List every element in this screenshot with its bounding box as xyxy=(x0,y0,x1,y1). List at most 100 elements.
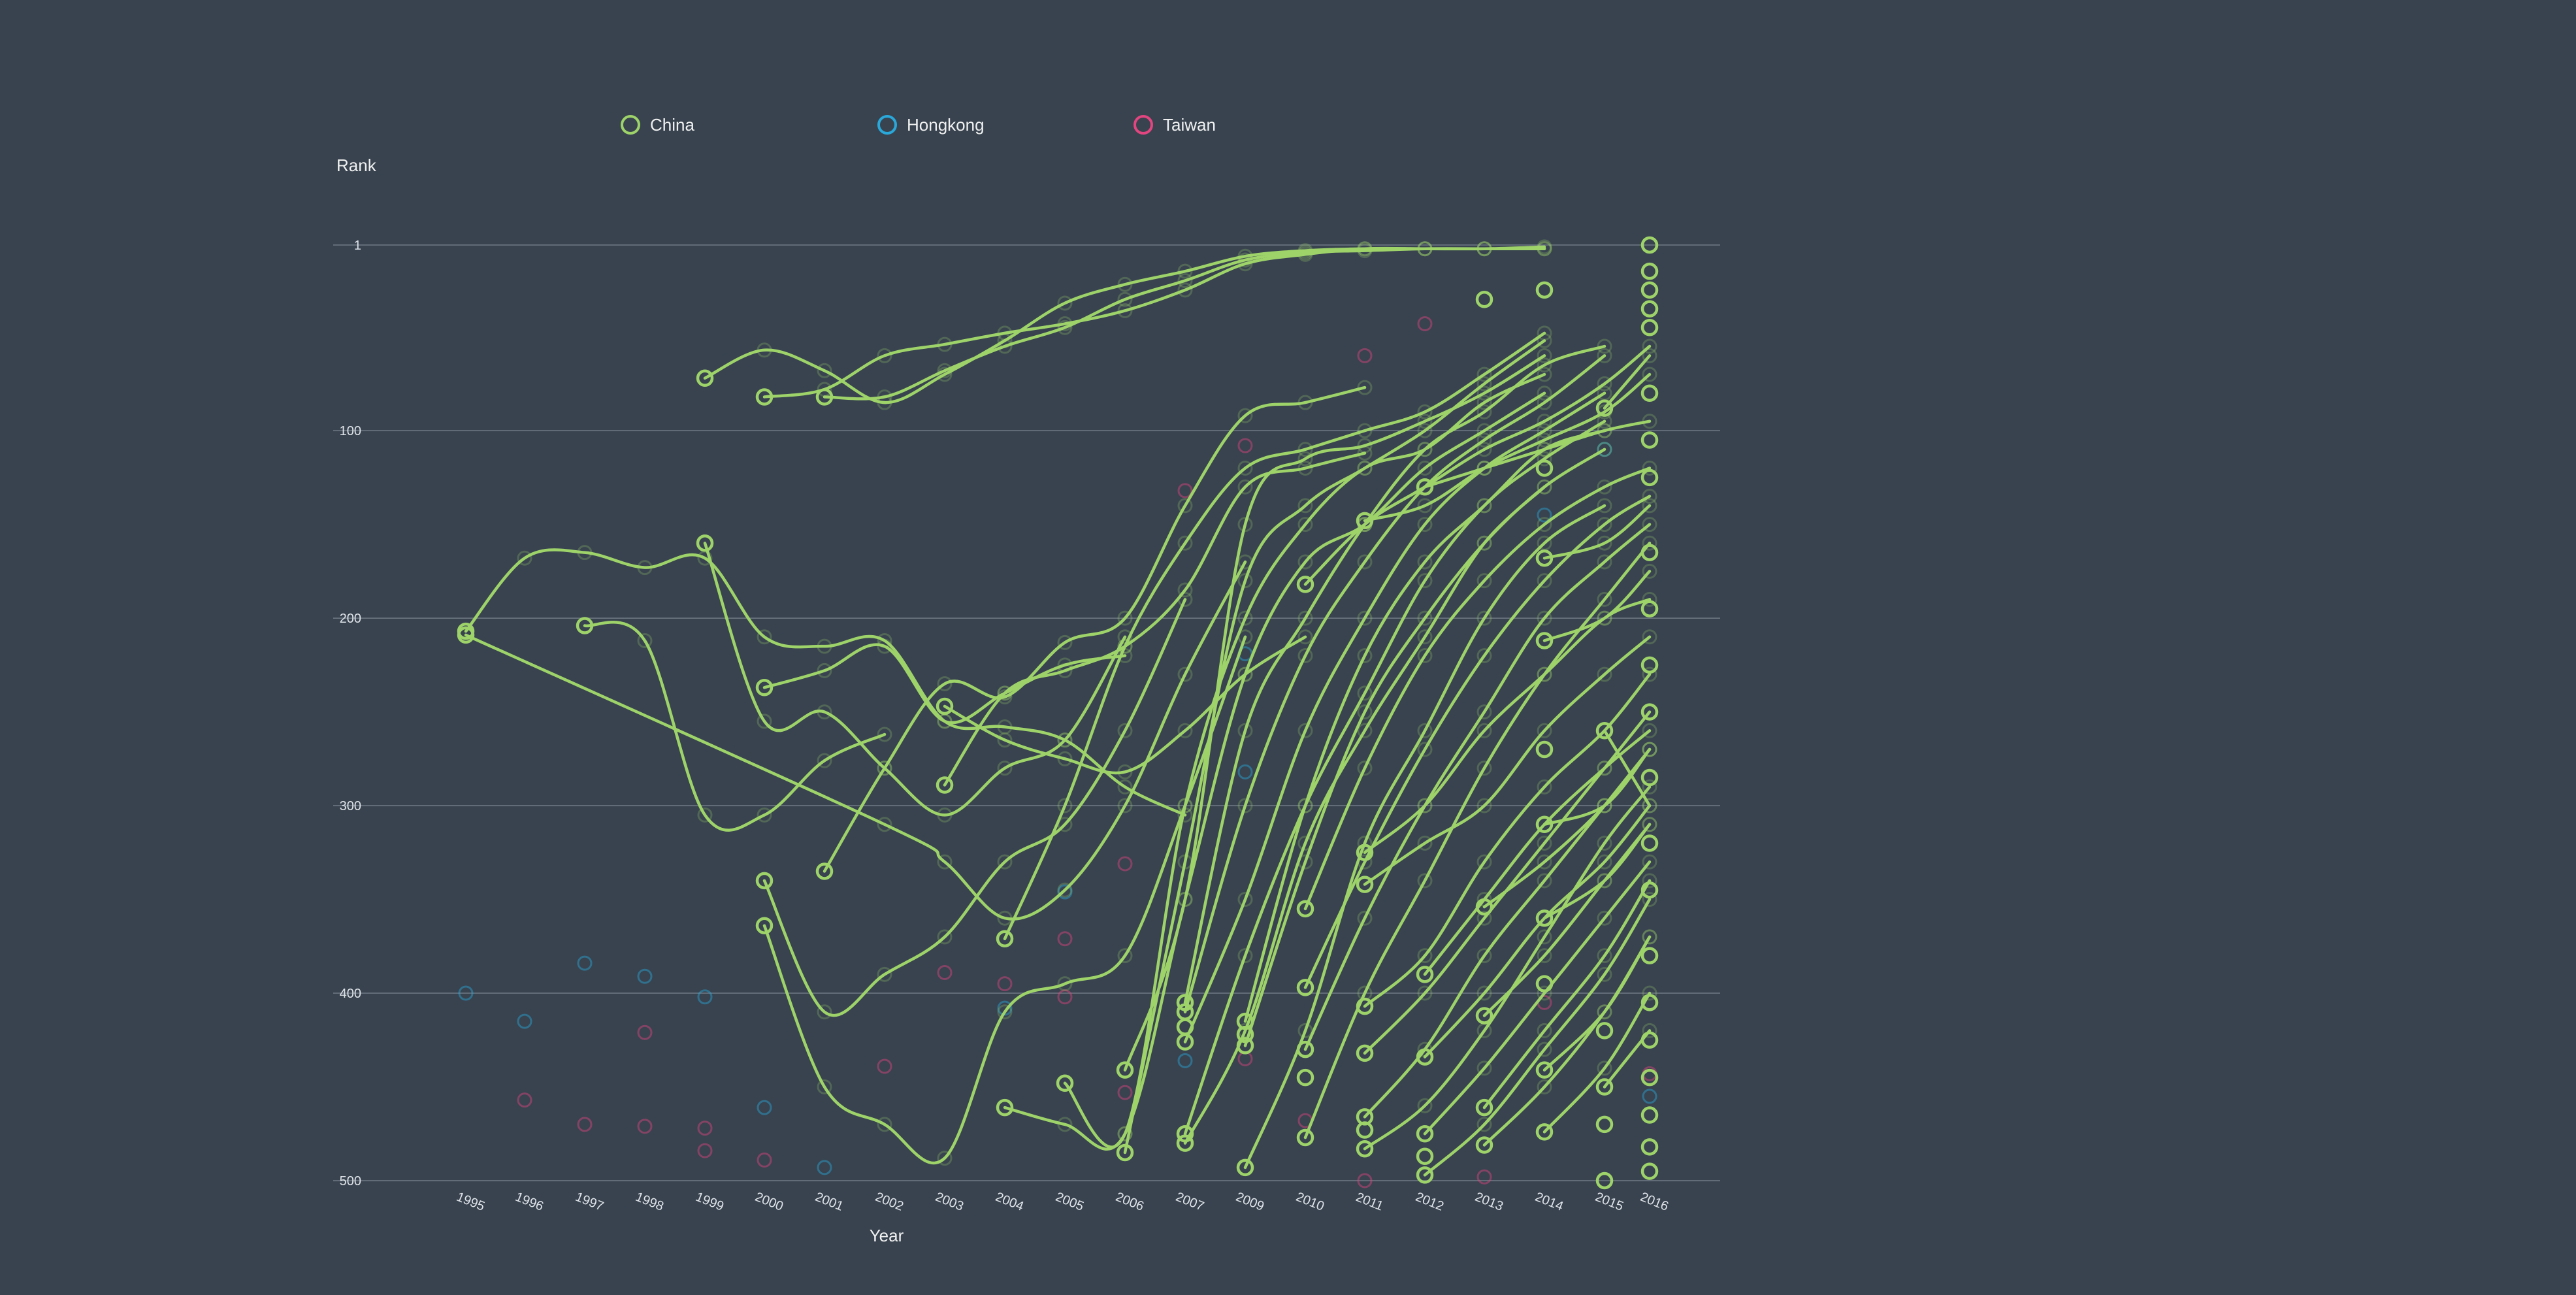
point-china-2016-50[interactable] xyxy=(1640,703,1659,721)
series-7-point-9[interactable] xyxy=(1357,243,1373,259)
series-18-point-5[interactable] xyxy=(1417,423,1433,438)
series-24-point-5[interactable] xyxy=(1537,442,1552,457)
series-26-point-3[interactable] xyxy=(1417,723,1433,738)
point-china-2016-48[interactable] xyxy=(1640,600,1659,617)
series-6-point-12[interactable] xyxy=(1476,241,1492,257)
series-21-point-2[interactable] xyxy=(1297,723,1313,738)
series-16-point-7[interactable] xyxy=(1476,395,1492,410)
series-11-point-4[interactable] xyxy=(1057,634,1073,650)
series-line-3[interactable] xyxy=(583,621,887,832)
series-line-18[interactable] xyxy=(1123,339,1546,1155)
legend-label-hongkong[interactable]: Hongkong xyxy=(907,115,985,135)
series-32-point-5[interactable] xyxy=(1642,367,1657,382)
series-30-point-4[interactable] xyxy=(1537,610,1552,626)
series-28-point-6[interactable] xyxy=(1642,460,1657,476)
series-7-point-8[interactable] xyxy=(1297,244,1313,260)
series-38-start-marker[interactable] xyxy=(1356,1139,1374,1158)
series-1-point-9[interactable] xyxy=(997,719,1013,735)
series-12-point-6[interactable] xyxy=(1297,629,1313,645)
series-10-point-8[interactable] xyxy=(1237,629,1253,645)
point-taiwan-2005-26[interactable] xyxy=(1057,989,1073,1005)
series-line-47[interactable] xyxy=(1482,935,1652,1147)
series-35-point-3[interactable] xyxy=(1537,779,1552,795)
series-23-point-5[interactable] xyxy=(1476,535,1492,551)
series-line-28[interactable] xyxy=(1303,467,1652,911)
series-38-point-5[interactable] xyxy=(1642,779,1657,795)
series-53-start-marker[interactable] xyxy=(1535,1123,1554,1141)
series-29-point-4[interactable] xyxy=(1537,573,1552,589)
series-line-10[interactable] xyxy=(762,635,1247,1165)
series-48-point-2[interactable] xyxy=(1642,498,1657,514)
series-5-point-13[interactable] xyxy=(1476,241,1492,257)
series-20-point-2[interactable] xyxy=(1297,648,1313,663)
series-2-point-3[interactable] xyxy=(997,910,1013,926)
legend-label-china[interactable]: China xyxy=(650,115,694,135)
point-china-2016-51[interactable] xyxy=(1640,768,1659,787)
series-45-start-marker[interactable] xyxy=(1475,1007,1493,1025)
series-19-point-5[interactable] xyxy=(1476,404,1492,419)
series-13-point-6[interactable] xyxy=(1297,460,1313,476)
series-1-point-2[interactable] xyxy=(577,545,593,561)
point-taiwan-1999-19[interactable] xyxy=(697,1121,713,1136)
series-18-point-1[interactable] xyxy=(1177,854,1193,870)
point-hongkong-1996-1[interactable] xyxy=(517,1013,532,1029)
series-31-start-marker[interactable] xyxy=(1296,1128,1314,1147)
series-line-4[interactable] xyxy=(703,542,1127,817)
point-china-2016-52[interactable] xyxy=(1640,834,1659,852)
series-5-point-1[interactable] xyxy=(757,342,772,358)
series-7-point-5[interactable] xyxy=(1117,291,1133,307)
point-hongkong-2009-11[interactable] xyxy=(1237,764,1253,779)
series-30-point-3[interactable] xyxy=(1476,704,1492,720)
series-50-point-2[interactable] xyxy=(1642,742,1657,757)
series-6-point-5[interactable] xyxy=(1057,316,1073,332)
series-21-point-3[interactable] xyxy=(1357,610,1373,626)
series-25-point-3[interactable] xyxy=(1417,610,1433,626)
series-26-start-marker[interactable] xyxy=(1236,1158,1254,1177)
series-28-start-marker[interactable] xyxy=(1296,900,1314,918)
series-34-point-2[interactable] xyxy=(1476,798,1492,813)
series-8-point-6[interactable] xyxy=(1117,648,1133,663)
series-20-point-3[interactable] xyxy=(1357,554,1373,570)
series-6-point-13[interactable] xyxy=(1537,241,1552,257)
series-8-start-marker[interactable] xyxy=(755,679,774,697)
series-54-point-1[interactable] xyxy=(1642,348,1657,363)
series-3-point-1[interactable] xyxy=(637,633,653,649)
series-line-49[interactable] xyxy=(1542,570,1652,642)
series-43-point-3[interactable] xyxy=(1597,966,1612,982)
series-33-start-marker[interactable] xyxy=(1356,844,1374,862)
point-hongkong-2001-6[interactable] xyxy=(817,1160,832,1175)
series-1-point-5[interactable] xyxy=(757,629,772,645)
series-line-27[interactable] xyxy=(1303,344,1652,586)
series-31-point-2[interactable] xyxy=(1417,873,1433,889)
series-43-start-marker[interactable] xyxy=(1416,1166,1434,1184)
point-hongkong-2016-14[interactable] xyxy=(1642,1089,1657,1104)
series-7-point-4[interactable] xyxy=(1057,320,1073,335)
series-30-point-2[interactable] xyxy=(1417,798,1433,813)
series-20-start-marker[interactable] xyxy=(1176,1003,1194,1021)
series-line-56[interactable] xyxy=(1603,1029,1652,1089)
series-37-point-4[interactable] xyxy=(1597,798,1612,813)
series-1-point-10[interactable] xyxy=(1057,732,1073,748)
series-37-point-5[interactable] xyxy=(1642,742,1657,757)
series-6-start-marker[interactable] xyxy=(755,388,774,406)
series-22-point-4[interactable] xyxy=(1417,573,1433,589)
series-19-point-7[interactable] xyxy=(1597,338,1612,354)
series-47-point-1[interactable] xyxy=(1537,1079,1552,1095)
series-4-point-5[interactable] xyxy=(997,761,1013,776)
series-40-start-marker[interactable] xyxy=(1416,966,1434,983)
series-25-point-5[interactable] xyxy=(1537,479,1552,495)
series-19-point-1[interactable] xyxy=(1237,723,1253,738)
series-53-point-1[interactable] xyxy=(1597,1060,1612,1076)
series-6-point-4[interactable] xyxy=(997,325,1013,341)
series-45-point-2[interactable] xyxy=(1597,873,1612,889)
series-31-point-4[interactable] xyxy=(1537,666,1552,682)
point-taiwan-2006-28[interactable] xyxy=(1117,1085,1133,1100)
series-51-start-marker[interactable] xyxy=(1535,909,1554,927)
series-47-start-marker[interactable] xyxy=(1475,1136,1493,1154)
series-39-point-3[interactable] xyxy=(1597,423,1612,438)
series-11-point-2[interactable] xyxy=(937,676,953,692)
series-24-point-2[interactable] xyxy=(1357,648,1373,663)
series-21-point-1[interactable] xyxy=(1237,892,1253,908)
series-7-point-2[interactable] xyxy=(937,363,953,378)
series-7-point-3[interactable] xyxy=(997,338,1013,354)
